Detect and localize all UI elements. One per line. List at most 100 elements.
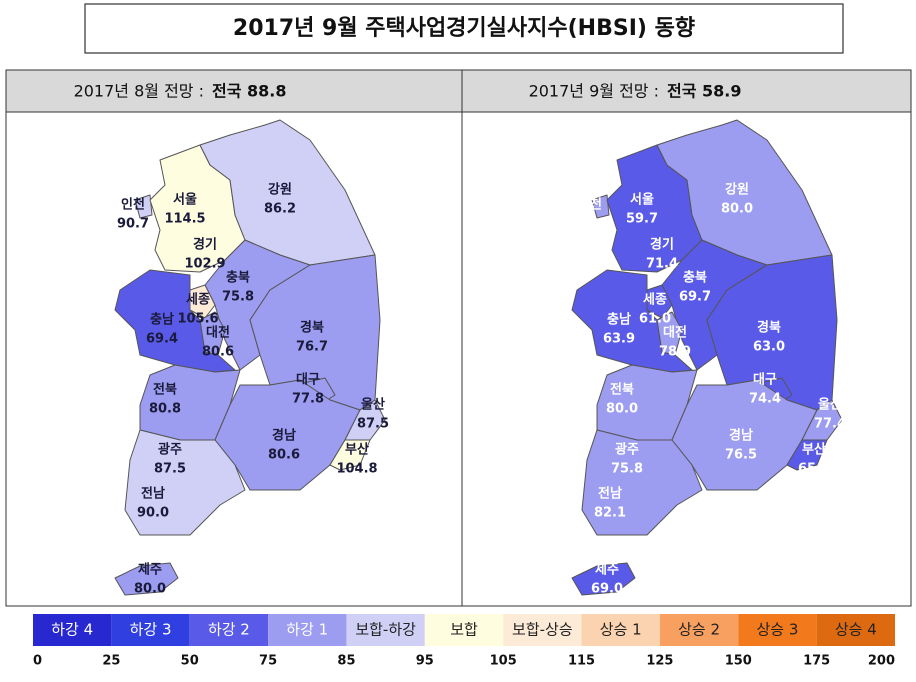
region-name: 부산 [802,442,826,458]
region-name: 인천 [121,197,145,213]
region-name: 울산 [361,397,385,413]
region-value: 86.2 [264,202,296,217]
legend-swatch [33,614,112,646]
region-value: 65.8 [798,462,830,477]
region-name: 충북 [226,270,250,286]
region-value: 80.0 [606,402,638,417]
region-value: 87.5 [154,462,186,477]
region [786,439,828,471]
region-name: 세종 [186,293,210,308]
region-name: 광주 [158,443,182,458]
legend-threshold: 105 [490,654,517,669]
region-name: 대구 [753,373,777,388]
region-value: 80.6 [268,448,300,463]
map: 서울 59.7 인천 75.0 경기 71.4 강원 80.0 충북 69.7 세종 61.0 충남 63… [571,119,846,597]
legend-label: 상승 3 [756,621,798,639]
region [571,562,636,596]
legend-threshold: 75 [259,654,277,669]
legend-label: 상승 1 [600,621,642,639]
region-value: 82.1 [594,506,626,521]
region-value: 80.6 [202,345,234,360]
region-value: 59.7 [626,212,658,227]
region-value: 74.4 [749,392,781,407]
region-value: 63.0 [753,340,785,355]
region-value: 75.8 [611,462,643,477]
legend-swatch [111,614,190,646]
region-value: 77.4 [814,417,846,432]
region [134,194,153,219]
legend-swatch [503,614,582,646]
legend-swatch [581,614,660,646]
legend-threshold: 175 [803,654,830,669]
region-value: 76.5 [725,448,757,463]
region-name: 세종 [643,293,667,308]
region-value: 80.8 [149,402,181,417]
region-value: 69.7 [679,290,711,305]
region-name: 충남 [150,312,174,328]
region-value: 76.7 [296,340,328,355]
region-value: 80.0 [134,582,166,597]
national-index: 전국 88.8 [212,82,287,101]
legend-label: 하강 2 [208,621,250,639]
legend-threshold: 95 [416,654,434,669]
region-value: 75.8 [222,290,254,305]
region-value: 87.5 [357,417,389,432]
region [591,194,610,219]
legend-swatch [346,614,425,646]
legend-threshold: 125 [646,654,673,669]
region-name: 대전 [663,325,687,341]
region-value: 77.8 [292,392,324,407]
region-value: 104.8 [336,462,377,477]
legend-label: 보합-하강 [355,621,416,639]
legend-label: 하강 3 [130,621,172,639]
panel-header: 2017년 9월 전망 : [529,82,659,101]
region-name: 경북 [757,320,781,336]
title-box [84,3,844,54]
region-name: 서울 [173,192,197,208]
region [656,311,683,356]
region-name: 경남 [272,428,296,444]
region-name: 제주 [595,563,619,578]
region-value: 78.9 [659,345,691,360]
region-name: 경북 [300,320,324,336]
legend-swatch [268,614,347,646]
region-value: 102.9 [184,257,225,272]
region [114,562,179,596]
legend-threshold: 115 [568,654,595,669]
region-name: 대전 [206,325,230,341]
region-value: 114.5 [164,212,205,227]
region-name: 전남 [141,486,165,502]
legend-label: 보합 [450,621,478,639]
legend-threshold: 150 [725,654,752,669]
legend-threshold: 200 [868,654,895,669]
map: 서울 114.5 인천 90.7 경기 102.9 강원 86.2 충북 75.8 세종 105.6충… [114,119,389,597]
region-name: 광주 [615,443,639,458]
legend-swatch [659,614,739,646]
region-name: 강원 [725,182,749,198]
legend-threshold: 25 [102,654,120,669]
region [199,311,226,356]
region-name: 제주 [138,563,162,578]
region-name: 부산 [345,442,369,458]
region [124,429,246,536]
region-name: 경기 [193,237,217,253]
legend-swatch [189,614,269,646]
legend-threshold: 50 [181,654,199,669]
region-value: 90.0 [137,506,169,521]
region-value: 71.4 [646,257,678,272]
region-name: 전북 [610,382,634,398]
region-value: 80.0 [721,202,753,217]
region-name: 경기 [650,237,674,253]
region-value: 75.0 [574,217,606,232]
region-name: 경남 [729,428,753,444]
legend-label: 보합-상승 [512,621,573,639]
legend-swatch [738,614,817,646]
panel-frame [5,111,912,607]
region-name: 전북 [153,382,177,398]
region-name: 울산 [818,397,842,413]
region-name: 대구 [296,373,320,388]
region [329,439,371,471]
national-index: 전국 58.9 [667,82,742,101]
region-name: 충북 [683,270,707,286]
